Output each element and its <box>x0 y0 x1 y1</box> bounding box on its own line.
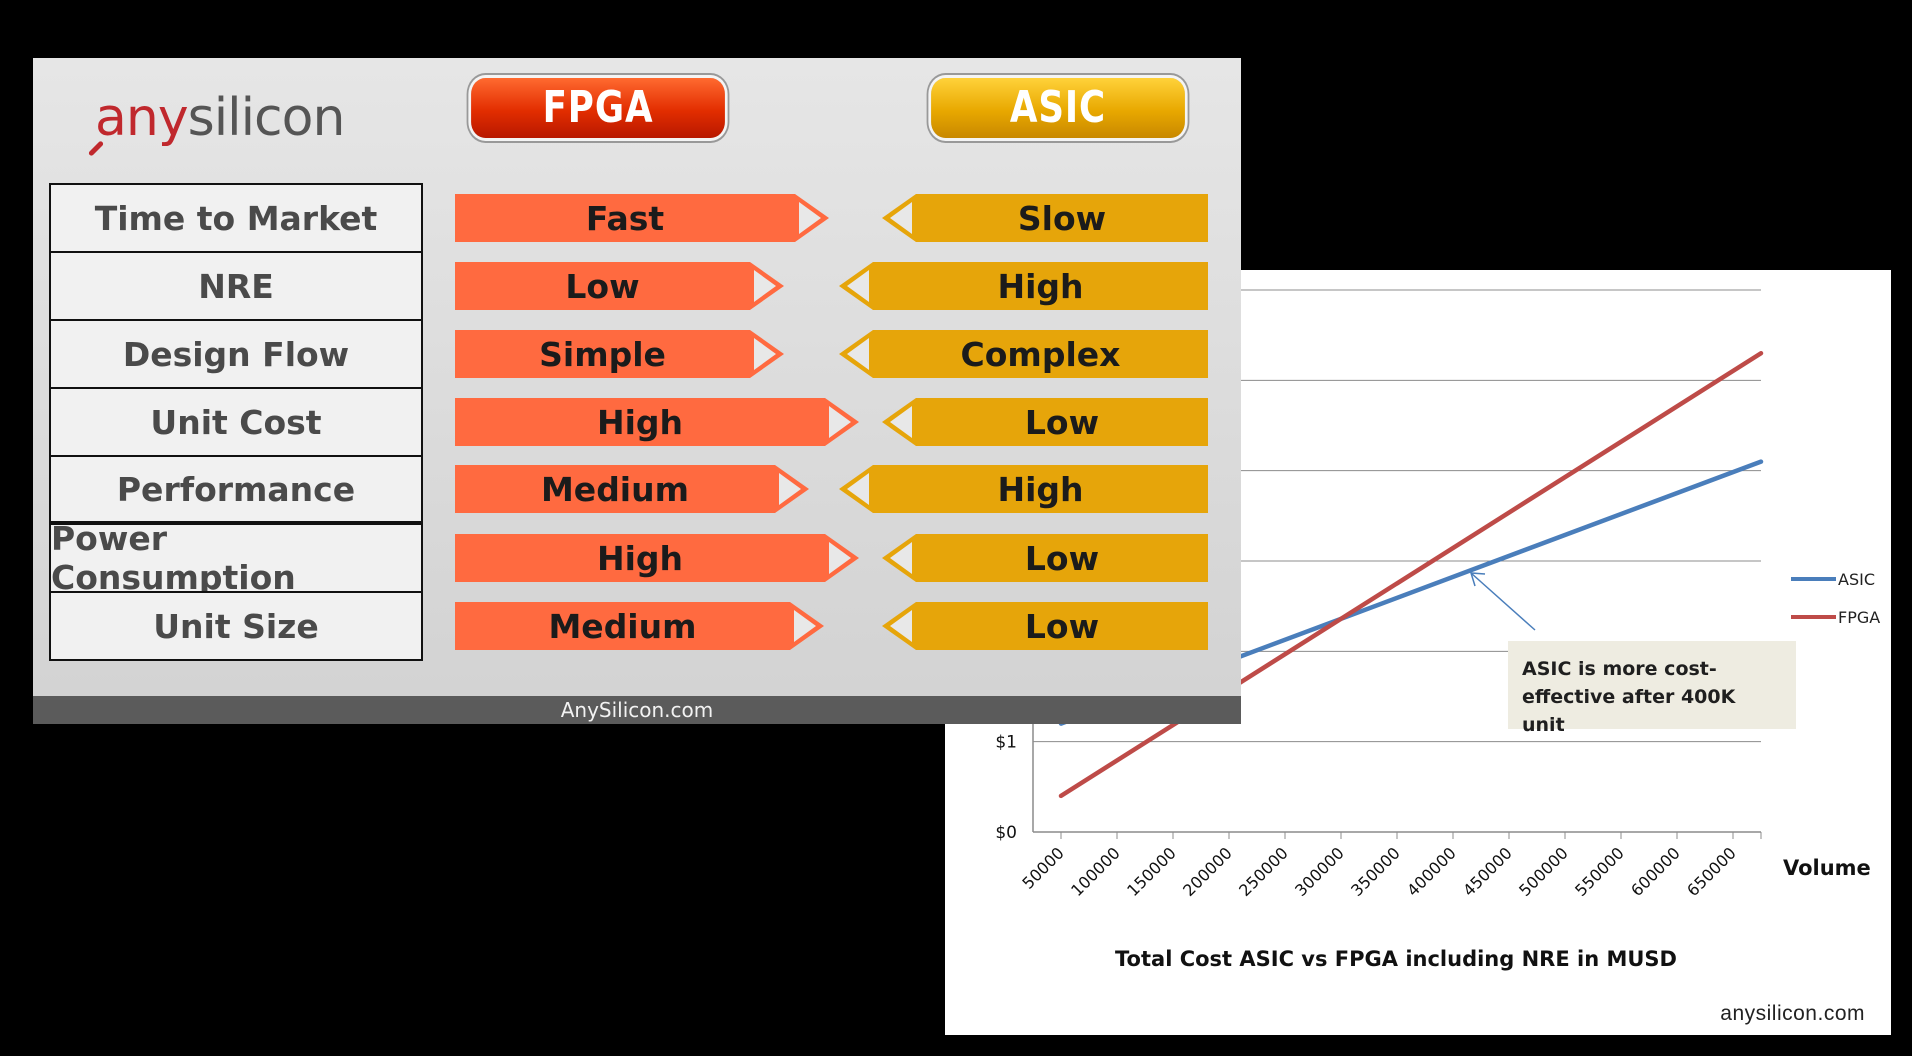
fpga-header: FPGA <box>471 78 725 138</box>
asic-value-bar: Low <box>916 602 1208 650</box>
y-tick-label: $0 <box>995 823 1017 843</box>
arrow-left-icon <box>839 330 873 378</box>
row-label: Performance <box>49 455 423 523</box>
arrow-left-icon <box>839 465 873 513</box>
x-tick-label: 400000 <box>1403 843 1460 900</box>
x-tick-label: 100000 <box>1067 843 1124 900</box>
arrowhead-icon <box>1469 572 1486 587</box>
row-label: Power Consumption <box>49 519 423 597</box>
anysilicon-logo: anysilicon <box>87 88 346 157</box>
fpga-value-bar: Medium <box>455 602 790 650</box>
arrow-left-icon <box>882 602 916 650</box>
x-tick-label: 450000 <box>1459 843 1516 900</box>
asic-value-bar: Low <box>916 398 1208 446</box>
x-tick-label: 550000 <box>1571 843 1628 900</box>
row-label: Unit Size <box>49 591 423 661</box>
slide-footer: AnySilicon.com <box>33 696 1241 724</box>
arrow-left-icon <box>882 534 916 582</box>
asic-value-bar: Slow <box>916 194 1208 242</box>
legend-item-asic: ASIC <box>1791 560 1880 598</box>
arrow-right-icon <box>750 330 784 378</box>
arrow-right-icon <box>825 534 859 582</box>
fpga-value-bar: Fast <box>455 194 795 242</box>
row-label: Unit Cost <box>49 387 423 457</box>
arrow-right-icon <box>750 262 784 310</box>
fpga-value-bar: High <box>455 534 825 582</box>
x-tick-label: 150000 <box>1123 843 1180 900</box>
arrow-left-icon <box>882 194 916 242</box>
arrow-right-icon <box>795 194 829 242</box>
arrow-right-icon <box>790 602 824 650</box>
legend-item-fpga: FPGA <box>1791 598 1880 636</box>
chart-title: Total Cost ASIC vs FPGA including NRE in… <box>1115 947 1677 971</box>
row-label: NRE <box>49 251 423 321</box>
x-tick-label: 600000 <box>1627 843 1684 900</box>
comparison-slide: anysilicon FPGA ASIC Time to Market Fast S… <box>33 58 1241 724</box>
y-tick-label: $1 <box>995 733 1017 753</box>
arrow-right-icon <box>825 398 859 446</box>
x-tick-label: 50000 <box>1018 843 1067 892</box>
arrow-left-icon <box>882 398 916 446</box>
asic-header: ASIC <box>931 78 1185 138</box>
asic-value-bar: High <box>873 262 1208 310</box>
x-tick-label: 200000 <box>1179 843 1236 900</box>
arrow-left-icon <box>839 262 873 310</box>
x-tick-label: 650000 <box>1683 843 1740 900</box>
asic-value-bar: Complex <box>873 330 1208 378</box>
chart-annotation: ASIC is more cost-effective after 400K u… <box>1508 641 1796 736</box>
fpga-value-bar: Medium <box>455 465 775 513</box>
asic-value-bar: High <box>873 465 1208 513</box>
x-tick-label: 350000 <box>1347 843 1404 900</box>
fpga-value-bar: Simple <box>455 330 750 378</box>
legend-swatch-fpga <box>1791 615 1836 619</box>
row-label: Time to Market <box>49 183 423 253</box>
fpga-value-bar: High <box>455 398 825 446</box>
chart-watermark: anysilicon.com <box>1720 1002 1865 1025</box>
logo-text-any: any <box>95 88 189 148</box>
row-label: Design Flow <box>49 319 423 389</box>
chart-legend: ASIC FPGA <box>1791 560 1880 636</box>
x-tick-label: 250000 <box>1235 843 1292 900</box>
fpga-value-bar: Low <box>455 262 750 310</box>
legend-label-asic: ASIC <box>1838 569 1875 589</box>
logo-text-silicon: silicon <box>187 88 346 148</box>
legend-label-fpga: FPGA <box>1838 607 1881 627</box>
asic-value-bar: Low <box>916 534 1208 582</box>
arrow-right-icon <box>775 465 809 513</box>
x-tick-label: 300000 <box>1291 843 1348 900</box>
annotation-arrow <box>1470 572 1536 631</box>
legend-swatch-asic <box>1791 577 1836 581</box>
x-tick-label: 500000 <box>1515 843 1572 900</box>
chart-x-axis-label: Volume <box>1783 856 1871 880</box>
